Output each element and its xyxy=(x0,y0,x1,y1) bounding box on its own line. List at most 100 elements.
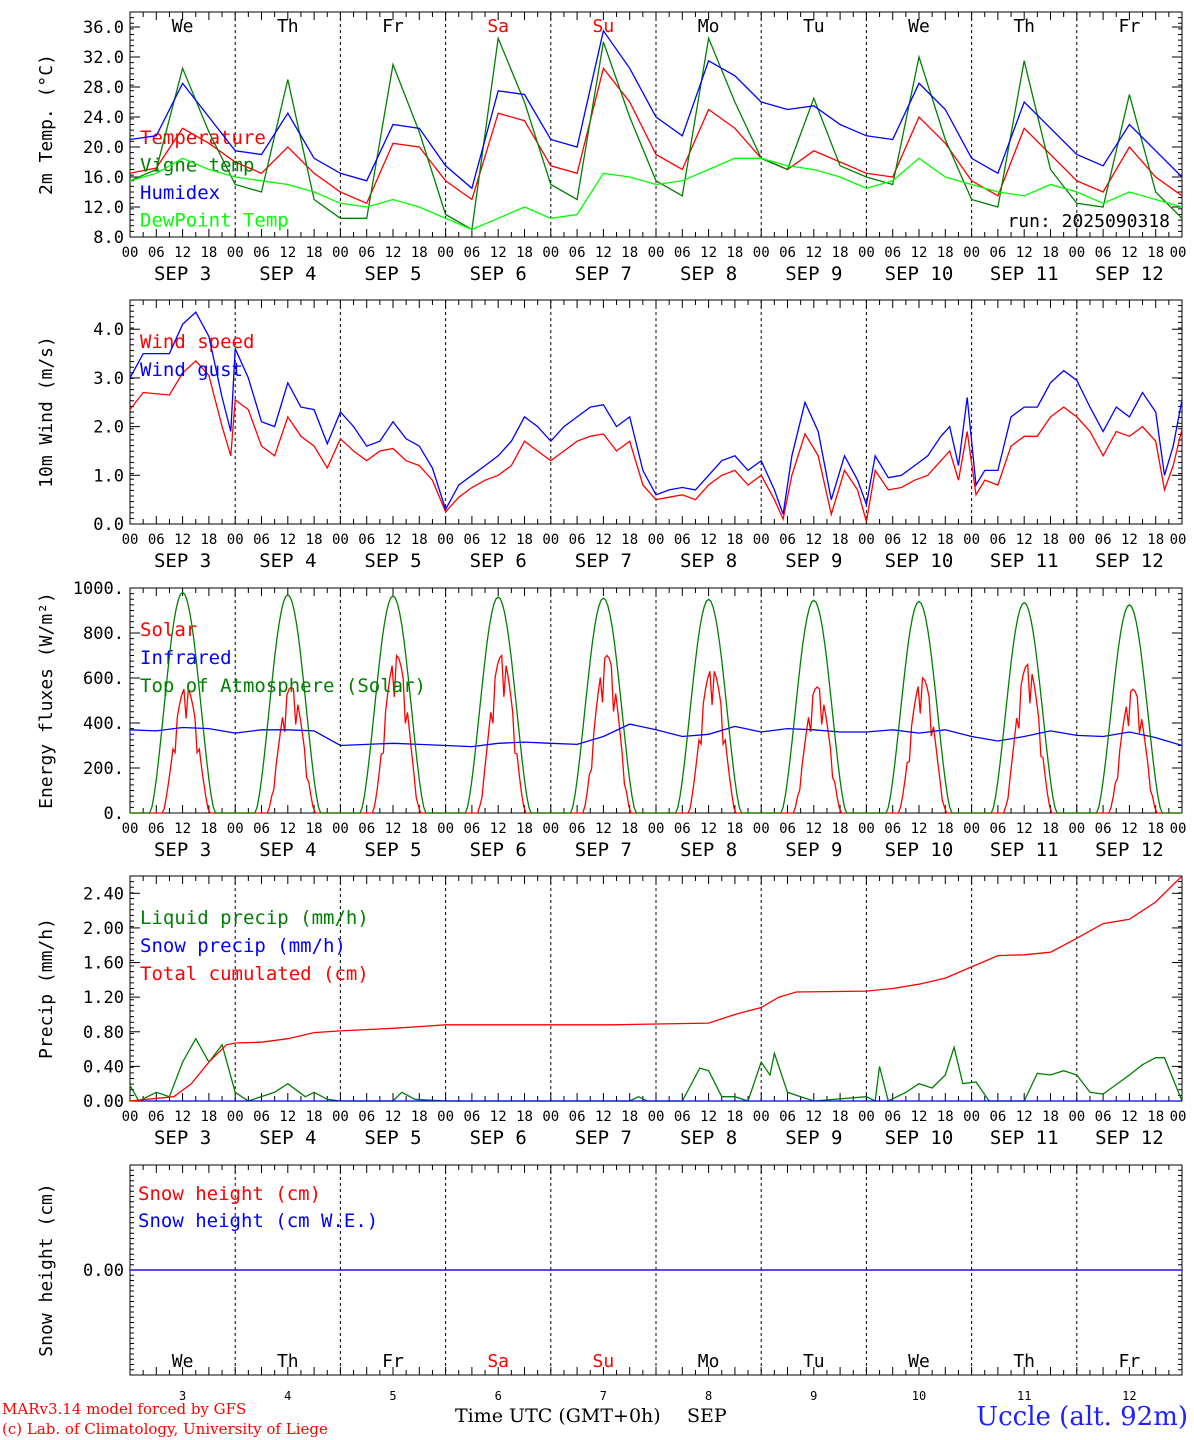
y-tick-label: 36.0 xyxy=(83,18,124,38)
weekday-label: Th xyxy=(1013,16,1035,37)
hour-label: 12 xyxy=(490,245,507,261)
day-label: SEP 8 xyxy=(680,839,737,861)
day-label: SEP 7 xyxy=(575,1127,632,1149)
weekday-label: Fr xyxy=(1119,1351,1141,1372)
hour-label: 12 xyxy=(1016,245,1033,261)
hour-label: 12 xyxy=(700,532,717,548)
hour-label: 06 xyxy=(253,532,270,548)
y-tick-label: 32.0 xyxy=(83,48,124,68)
hour-label: 06 xyxy=(884,532,901,548)
hour-label: 00 xyxy=(648,1109,665,1125)
hour-label: 06 xyxy=(779,821,796,837)
weekday-label: Sa xyxy=(487,16,509,37)
hour-label: 12 xyxy=(174,1109,191,1125)
y-tick-label: 20.0 xyxy=(83,138,124,158)
hour-label: 12 xyxy=(1121,245,1138,261)
y-tick-label: 2.40 xyxy=(83,884,124,904)
hour-label: 12 xyxy=(1121,821,1138,837)
hour-label: 00 xyxy=(542,245,559,261)
y-tick-label: 600. xyxy=(83,669,124,689)
hour-label: 18 xyxy=(726,821,743,837)
weekday-label: Sa xyxy=(487,1351,509,1372)
hour-label: 12 xyxy=(700,821,717,837)
hour-label: 00 xyxy=(437,1109,454,1125)
series-line xyxy=(129,35,1183,231)
y-tick-label: 1000. xyxy=(73,579,124,599)
hour-label: 06 xyxy=(253,245,270,261)
x-axis-month: SEP xyxy=(687,1405,727,1427)
hour-label: 00 xyxy=(753,245,770,261)
hour-label: 18 xyxy=(621,532,638,548)
hour-label: 18 xyxy=(621,821,638,837)
hour-label: 00 xyxy=(963,1109,980,1125)
y-tick-label: 0. xyxy=(104,804,124,824)
hour-label: 00 xyxy=(542,532,559,548)
hour-label: 12 xyxy=(595,821,612,837)
series-line xyxy=(129,359,1183,522)
day-label: SEP 11 xyxy=(990,550,1059,572)
hour-label: 12 xyxy=(174,821,191,837)
weekday-label: Fr xyxy=(382,16,404,37)
hour-label: 06 xyxy=(779,1109,796,1125)
day-label: SEP 12 xyxy=(1095,263,1164,285)
hour-label: 06 xyxy=(1095,821,1112,837)
y-tick-label: 3.0 xyxy=(93,369,124,389)
hour-label: 12 xyxy=(595,245,612,261)
hour-label: 18 xyxy=(516,245,533,261)
panel-2: 0.0 1.0 2.0 3.0 4.0 10m Wind (m/s) 00 06 12 18 00 0… xyxy=(36,299,1186,572)
hour-label: 06 xyxy=(884,1109,901,1125)
weekday-label: We xyxy=(172,1351,194,1372)
hour-label: 00 xyxy=(1068,821,1085,837)
hour-label: 00 xyxy=(858,821,875,837)
model-credit: MARv3.14 model forced by GFS xyxy=(2,1400,247,1418)
day-number-label: 3 xyxy=(179,1389,186,1403)
hour-label: 06 xyxy=(569,532,586,548)
hour-label: 00 xyxy=(227,1109,244,1125)
day-label: SEP 6 xyxy=(470,1127,527,1149)
hour-label: 06 xyxy=(674,532,691,548)
day-label: SEP 9 xyxy=(785,839,842,861)
day-label: SEP 6 xyxy=(470,839,527,861)
y-axis-label: Precip (mm/h) xyxy=(36,918,57,1059)
legend-entry: Snow precip (mm/h) xyxy=(140,935,346,957)
hour-label: 00 xyxy=(437,532,454,548)
hour-label: 06 xyxy=(148,245,165,261)
y-tick-label: 400. xyxy=(83,714,124,734)
hour-label: 18 xyxy=(832,821,849,837)
day-label: SEP 11 xyxy=(990,839,1059,861)
hour-label: 00 xyxy=(858,532,875,548)
hour-label: 06 xyxy=(1095,245,1112,261)
legend-entry: DewPoint Temp xyxy=(140,210,289,232)
hour-label: 06 xyxy=(569,245,586,261)
day-label: SEP 4 xyxy=(259,550,316,572)
day-number-label: 4 xyxy=(284,1389,291,1403)
y-tick-label: 1.60 xyxy=(83,954,124,974)
hour-label: 12 xyxy=(490,532,507,548)
hour-label: 00 xyxy=(858,245,875,261)
y-tick-label: 2.00 xyxy=(83,919,124,939)
hour-label: 18 xyxy=(411,245,428,261)
hour-label: 12 xyxy=(490,821,507,837)
day-label: SEP 10 xyxy=(885,263,954,285)
hour-label: 18 xyxy=(1147,1109,1164,1125)
series-line xyxy=(129,875,1183,1102)
day-label: SEP 9 xyxy=(785,263,842,285)
hour-label: 18 xyxy=(516,532,533,548)
hour-label: 12 xyxy=(279,1109,296,1125)
y-tick-label: 0.40 xyxy=(83,1057,124,1077)
hour-label: 00 xyxy=(753,1109,770,1125)
hour-label: 12 xyxy=(595,532,612,548)
day-label: SEP 4 xyxy=(259,1127,316,1149)
hour-label: 18 xyxy=(937,821,954,837)
x-axis-title: Time UTC (GMT+0h) xyxy=(455,1405,661,1427)
hour-label: 12 xyxy=(385,245,402,261)
hour-label: 00 xyxy=(227,532,244,548)
y-tick-label: 0.0 xyxy=(93,515,124,535)
hour-label: 12 xyxy=(1016,1109,1033,1125)
hour-label: 18 xyxy=(1042,532,1059,548)
hour-label: 06 xyxy=(569,821,586,837)
hour-label: 00 xyxy=(122,1109,139,1125)
weekday-label: Fr xyxy=(1119,16,1141,37)
hour-label: 00 xyxy=(963,245,980,261)
hour-label: 12 xyxy=(595,1109,612,1125)
